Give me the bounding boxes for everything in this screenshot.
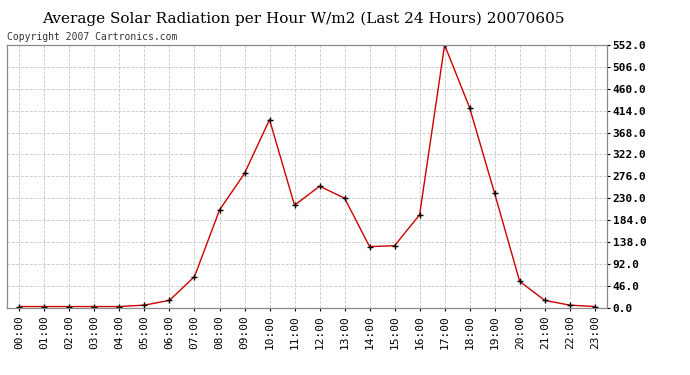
Text: Average Solar Radiation per Hour W/m2 (Last 24 Hours) 20070605: Average Solar Radiation per Hour W/m2 (L… [42,11,565,26]
Text: Copyright 2007 Cartronics.com: Copyright 2007 Cartronics.com [7,32,177,42]
